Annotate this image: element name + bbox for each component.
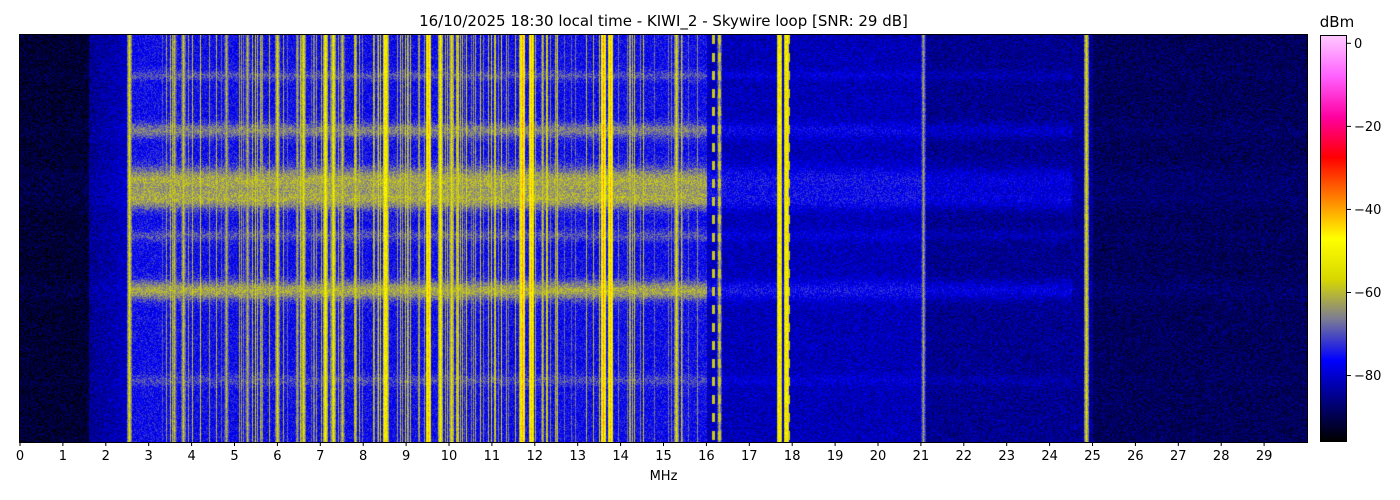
colorbar-tick-label: −80 <box>1354 369 1381 384</box>
x-tick-label: 23 <box>998 449 1015 464</box>
x-tick-label: 2 <box>102 449 110 464</box>
x-tick-label: 29 <box>1256 449 1273 464</box>
x-tick-label: 7 <box>316 449 324 464</box>
x-tick-label: 10 <box>441 449 458 464</box>
x-tick-label: 9 <box>402 449 410 464</box>
x-tick-label: 26 <box>1127 449 1144 464</box>
chart-title: 16/10/2025 18:30 local time - KIWI_2 - S… <box>419 12 908 30</box>
x-tick-label: 14 <box>612 449 629 464</box>
x-tick-label: 4 <box>187 449 195 464</box>
x-tick-label: 19 <box>827 449 844 464</box>
colorbar-tick-label: 0 <box>1354 37 1362 52</box>
x-tick-label: 6 <box>273 449 281 464</box>
x-tick-label: 24 <box>1041 449 1058 464</box>
x-tick-label: 20 <box>870 449 887 464</box>
waterfall-plot[interactable] <box>20 35 1307 442</box>
x-tick-label: 25 <box>1084 449 1101 464</box>
colorbar-tick-label: −40 <box>1354 203 1381 218</box>
x-tick-label: 13 <box>569 449 586 464</box>
x-tick-label: 15 <box>655 449 672 464</box>
x-tick-label: 3 <box>145 449 153 464</box>
x-tick-label: 1 <box>59 449 67 464</box>
waterfall-heatmap <box>20 35 1307 442</box>
x-tick-label: 17 <box>741 449 758 464</box>
x-tick-label: 12 <box>527 449 544 464</box>
x-tick-label: 11 <box>484 449 501 464</box>
x-tick-label: 28 <box>1213 449 1230 464</box>
x-tick-label: 18 <box>784 449 801 464</box>
colorbar-axis: 0 −20 −40 −60 −80 <box>1347 35 1397 442</box>
colorbar-tick-label: −20 <box>1354 120 1381 135</box>
x-axis: 0 1 2 3 4 5 6 7 8 9 10 11 12 13 14 15 16 17 18 19 20 21 22 23 24… <box>16 442 1307 472</box>
x-tick-label: 8 <box>359 449 367 464</box>
colorbar-tick-label: −60 <box>1354 286 1381 301</box>
x-tick-label: 0 <box>16 449 24 464</box>
x-tick-label: 22 <box>956 449 973 464</box>
x-tick-label: 27 <box>1170 449 1187 464</box>
x-axis-label: MHz <box>649 469 678 484</box>
colorbar <box>1320 35 1347 442</box>
x-tick-label: 5 <box>230 449 238 464</box>
colorbar-label: dBm <box>1319 13 1355 31</box>
x-tick-label: 21 <box>913 449 930 464</box>
x-tick-label: 16 <box>698 449 715 464</box>
